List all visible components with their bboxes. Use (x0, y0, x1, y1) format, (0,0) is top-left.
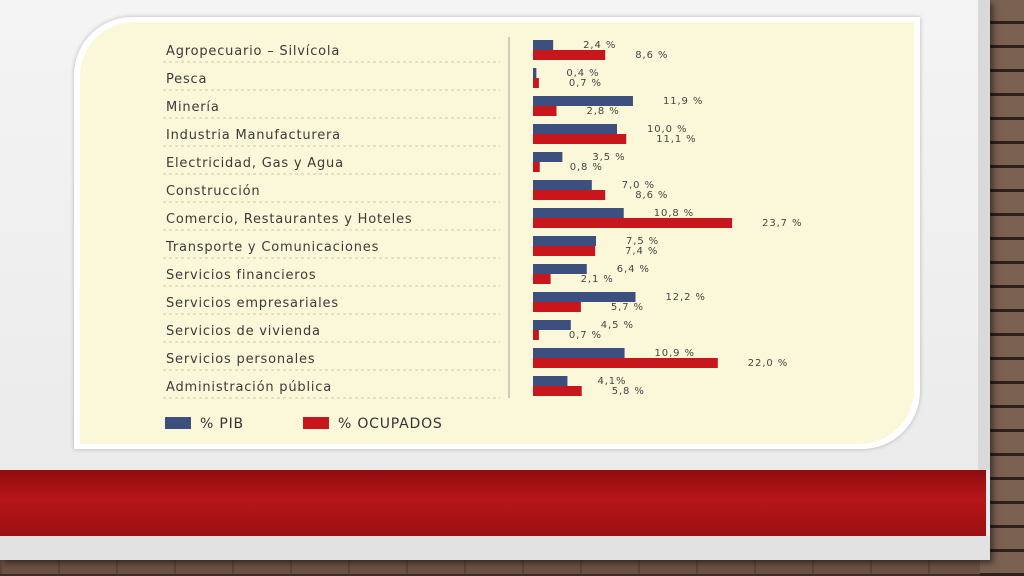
bar-pib (533, 180, 592, 190)
bar-pib (533, 152, 563, 162)
value-label-pib: 10,8 % (654, 208, 694, 219)
bar-pib (533, 68, 537, 78)
category-label: Transporte y Comunicaciones (165, 240, 379, 255)
value-label-ocupados: 5,7 % (611, 302, 644, 313)
bar-ocupados (533, 246, 596, 256)
bar-ocupados (533, 134, 627, 144)
value-label-ocupados: 7,4 % (625, 246, 658, 257)
value-label-ocupados: 8,6 % (635, 190, 668, 201)
bar-ocupados (533, 218, 733, 228)
bar-pib (533, 292, 636, 302)
category-label: Servicios de vivienda (166, 324, 321, 339)
bar-pib (533, 236, 596, 246)
value-label-pib: 7,0 % (622, 180, 655, 191)
legend-label-ocupados: % OCUPADOS (338, 416, 443, 432)
value-label-ocupados: 2,1 % (581, 274, 614, 285)
value-label-ocupados: 0,7 % (569, 78, 602, 89)
bar-ocupados (533, 386, 582, 396)
value-label-ocupados: 0,7 % (569, 330, 602, 341)
value-label-pib: 0,4 % (566, 68, 599, 79)
value-label-pib: 4,5 % (601, 320, 634, 331)
category-label: Comercio, Restaurantes y Hoteles (166, 212, 412, 227)
chart-card-inner (80, 22, 914, 444)
value-label-pib: 10,0 % (647, 124, 687, 135)
bar-ocupados (533, 190, 606, 200)
chart-rows: Agropecuario – Silvícola 2,4 % 8,6 % Pesca 0… (163, 40, 802, 399)
category-label: Servicios empresariales (166, 296, 339, 311)
value-label-pib: 10,9 % (655, 348, 695, 359)
bar-pib (533, 208, 624, 218)
bar-pib (533, 264, 587, 274)
value-label-pib: 2,4 % (583, 40, 616, 51)
red-footer-band (0, 470, 986, 536)
category-label: Administración pública (166, 380, 332, 395)
category-label: Agropecuario – Silvícola (166, 44, 340, 59)
legend-swatch-ocupados (303, 417, 329, 429)
slide-edge (978, 0, 990, 470)
category-label: Industria Manufacturera (166, 128, 341, 143)
chart-card (74, 17, 920, 449)
bar-pib (533, 348, 625, 358)
category-label: Servicios financieros (166, 268, 317, 283)
value-label-ocupados: 11,1 % (656, 134, 696, 145)
value-label-pib: 12,2 % (665, 292, 705, 303)
slide-bottom-strip (0, 536, 990, 560)
bar-ocupados (533, 162, 540, 172)
value-label-pib: 6,4 % (617, 264, 650, 275)
category-label: Electricidad, Gas y Agua (166, 156, 344, 171)
value-label-pib: 3,5 % (592, 152, 625, 163)
value-label-ocupados: 2,8 % (587, 106, 620, 117)
value-label-ocupados: 8,6 % (635, 50, 668, 61)
value-label-ocupados: 22,0 % (748, 358, 788, 369)
bar-ocupados (533, 274, 551, 284)
legend-label-pib: % PIB (200, 416, 244, 432)
value-label-pib: 7,5 % (626, 236, 659, 247)
value-label-pib: 11,9 % (663, 96, 703, 107)
legend-swatch-pib (165, 417, 191, 429)
bar-ocupados (533, 358, 718, 368)
value-label-ocupados: 0,8 % (570, 162, 603, 173)
value-label-pib: 4,1% (597, 376, 626, 387)
bar-ocupados (533, 106, 557, 116)
bar-pib (533, 40, 554, 50)
bar-ocupados (533, 302, 581, 312)
chart-legend: % PIB % OCUPADOS (165, 416, 443, 432)
bar-ocupados (533, 78, 539, 88)
bar-pib (533, 124, 617, 134)
value-label-ocupados: 5,8 % (612, 386, 645, 397)
bar-pib (533, 96, 633, 106)
bar-pib (533, 320, 571, 330)
category-label: Pesca (166, 72, 207, 87)
bar-pib (533, 376, 568, 386)
category-label: Minería (166, 100, 220, 115)
category-label: Servicios personales (166, 352, 315, 367)
category-label: Construcción (166, 184, 260, 199)
value-label-ocupados: 23,7 % (762, 218, 802, 229)
bar-ocupados (533, 330, 539, 340)
bar-ocupados (533, 50, 606, 60)
